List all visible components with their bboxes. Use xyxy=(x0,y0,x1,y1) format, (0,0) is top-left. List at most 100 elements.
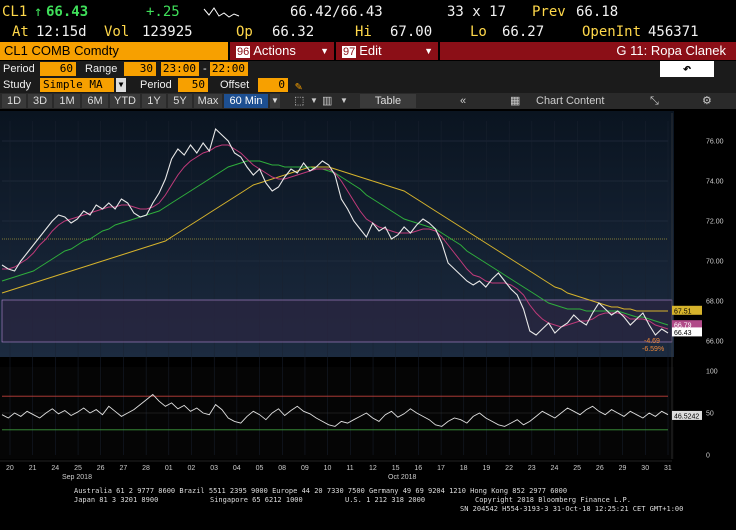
pencil-icon[interactable]: ✎ xyxy=(295,79,303,93)
x-tick-label: 24 xyxy=(551,465,559,472)
x-tick-label: 31 xyxy=(664,465,672,472)
price-tick-label: 66.00 xyxy=(706,339,724,346)
period-input[interactable]: 60 xyxy=(40,62,76,76)
range-days-input[interactable]: 30 xyxy=(124,62,156,76)
x-tick-label: 09 xyxy=(301,465,309,472)
edit-menu[interactable]: 97 Edit ▼ xyxy=(336,42,438,60)
actions-menu[interactable]: 96 Actions ▼ xyxy=(230,42,334,60)
actions-number: 96 xyxy=(236,46,251,58)
x-tick-label: 19 xyxy=(482,465,490,472)
price-chart[interactable]: 76.00 74.00 72.00 70.00 68.00 66.00 100 50 0 67.5… xyxy=(0,109,736,530)
quote-time: 12:15d xyxy=(36,24,87,40)
openint-value: 456371 xyxy=(648,24,699,40)
x-tick-label: 25 xyxy=(573,465,581,472)
volume: 123925 xyxy=(142,24,193,40)
range-3d[interactable]: 3D xyxy=(28,94,52,108)
ma-value-tag: 67.51 xyxy=(674,308,692,315)
range-from-input[interactable]: 23:00 xyxy=(161,62,199,76)
offset-input[interactable]: 0 xyxy=(258,78,288,92)
footer-japan: Japan 81 3 3201 8900 xyxy=(74,496,159,504)
bloomberg-footer: Australia 61 2 9777 8600 Brazil 5511 239… xyxy=(0,485,736,530)
chevron-down-icon[interactable]: ▼ xyxy=(340,96,348,105)
vol-label: Vol xyxy=(104,24,130,40)
x-tick-label: 10 xyxy=(324,465,332,472)
x-tick-label: 21 xyxy=(29,465,37,472)
price-line xyxy=(1,127,669,336)
chevron-down-icon[interactable]: ▼ xyxy=(270,94,280,108)
line-chart-icon[interactable]: ⬚ xyxy=(294,95,305,107)
x-tick-label: 12 xyxy=(369,465,377,472)
chevron-down-icon[interactable]: ▼ xyxy=(116,78,126,92)
chevron-down-icon: ▼ xyxy=(320,46,329,56)
rsi-value-tag-bg xyxy=(672,410,702,420)
x-tick-label: 20 xyxy=(6,465,14,472)
resize-icon[interactable]: ⤡ xyxy=(650,95,659,107)
range-1m[interactable]: 1M xyxy=(54,94,80,108)
chart-content-button[interactable]: Chart Content xyxy=(536,95,605,107)
gear-icon[interactable]: ⚙ xyxy=(702,95,712,107)
actions-label: Actions xyxy=(253,43,296,58)
quote-line-2: At 12:15d Vol 123925 Op 66.32 Hi 67.00 L… xyxy=(0,22,736,42)
price-tick-label: 76.00 xyxy=(706,139,724,146)
rsi-value-tag: 46.5242 xyxy=(674,413,699,420)
x-tick-label: 15 xyxy=(392,465,400,472)
study-period-input[interactable]: 50 xyxy=(178,78,208,92)
x-tick-label: 03 xyxy=(210,465,218,472)
range-1d[interactable]: 1D xyxy=(2,94,26,108)
x-tick-label: 01 xyxy=(165,465,173,472)
change-pct-annotation: -6.59% xyxy=(642,346,664,353)
interval-select[interactable]: 60 Min xyxy=(224,94,268,108)
rsi-tick-label: 100 xyxy=(706,369,718,376)
price-tick-label: 72.00 xyxy=(706,219,724,226)
collapse-left-icon[interactable]: « xyxy=(460,95,467,107)
footer-contacts: Australia 61 2 9777 8600 Brazil 5511 239… xyxy=(74,487,568,495)
quote-line-1: CL1 ↑ 66.43 +.25 66.42/66.43 33 x 17 Pre… xyxy=(0,2,736,22)
group-selector[interactable]: G 11: Ropa Clanek xyxy=(440,42,736,60)
offset-label: Offset xyxy=(220,79,250,91)
undo-arrow-icon[interactable]: ↶ xyxy=(660,61,714,77)
study-period-label: Period xyxy=(140,79,172,91)
ma-long-line xyxy=(1,166,668,312)
chart-bars-icon[interactable]: ▦ xyxy=(510,95,521,107)
price-tick-label: 74.00 xyxy=(706,179,724,186)
footer-copyright: Copyright 2018 Bloomberg Finance L.P. xyxy=(475,496,631,504)
high-label: Hi xyxy=(355,24,372,40)
last-price-tag: 66.43 xyxy=(674,330,692,337)
range-6m[interactable]: 6M xyxy=(82,94,108,108)
x-tick-label: 16 xyxy=(414,465,422,472)
prev-label: Prev xyxy=(532,4,566,20)
prev-value: 66.18 xyxy=(576,4,619,20)
x-tick-label: 11 xyxy=(346,465,353,472)
chevron-down-icon[interactable]: ▼ xyxy=(310,96,318,105)
open-label: Op xyxy=(236,24,253,40)
up-arrow-icon: ↑ xyxy=(34,4,43,20)
table-button[interactable]: Table xyxy=(360,94,416,108)
edit-number: 97 xyxy=(342,46,357,58)
range-1y[interactable]: 1Y xyxy=(142,94,166,108)
chevron-down-icon: ▼ xyxy=(424,46,433,56)
range-dash: - xyxy=(203,63,207,75)
x-tick-label: 08 xyxy=(278,465,286,472)
sparkline-icon xyxy=(203,7,240,18)
footer-us: U.S. 1 212 318 2000 xyxy=(345,496,426,504)
security-bar: CL1 COMB Comdty 96 Actions ▼ 97 Edit ▼ G 1… xyxy=(0,42,736,60)
x-tick-label: 23 xyxy=(528,465,536,472)
range-5y[interactable]: 5Y xyxy=(168,94,192,108)
at-label: At xyxy=(12,24,29,40)
period-label: Period xyxy=(3,63,35,75)
study-select[interactable]: Simple MA xyxy=(40,78,114,92)
low-value: 66.27 xyxy=(502,24,545,40)
candlestick-icon[interactable]: ▥ xyxy=(322,95,333,107)
range-ytd[interactable]: YTD xyxy=(110,94,140,108)
ticker[interactable]: CL1 xyxy=(2,4,28,20)
range-max[interactable]: Max xyxy=(194,94,222,108)
range-label: Range xyxy=(85,63,118,75)
month-label: Sep 2018 xyxy=(62,474,92,481)
security-field[interactable]: CL1 COMB Comdty xyxy=(0,42,228,60)
x-tick-label: 26 xyxy=(596,465,604,472)
chart-toolbar: 1D 3D 1M 6M YTD 1Y 5Y Max 60 Min ▼ ⬚ ▼ ▥… xyxy=(0,93,736,109)
range-to-input[interactable]: 22:00 xyxy=(210,62,248,76)
last-price-tag-bg xyxy=(672,327,702,337)
rsi-tick-label: 50 xyxy=(706,411,714,418)
x-tick-label: 04 xyxy=(233,465,241,472)
